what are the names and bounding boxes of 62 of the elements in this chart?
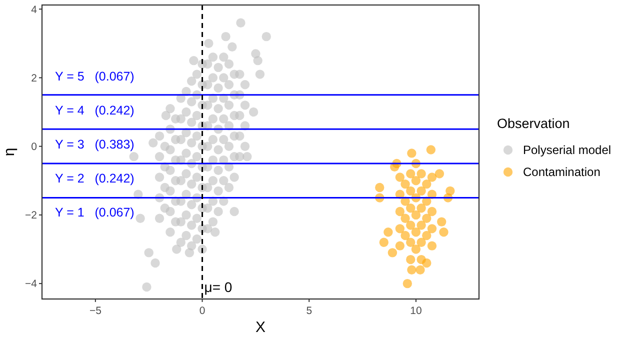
ref-line-label: μ= 0 bbox=[204, 279, 232, 295]
x-tick-label: −5 bbox=[89, 305, 102, 317]
point bbox=[384, 228, 393, 237]
point bbox=[434, 169, 444, 178]
annotation: Y = 2 (0.242) bbox=[55, 171, 134, 186]
annotation: Y = 1 (0.067) bbox=[55, 205, 134, 220]
point bbox=[411, 228, 421, 237]
legend-label: Polyserial model bbox=[523, 143, 612, 158]
point bbox=[402, 278, 412, 288]
point bbox=[406, 169, 416, 178]
point bbox=[426, 145, 436, 154]
point bbox=[388, 248, 398, 258]
point bbox=[411, 176, 421, 186]
point bbox=[416, 265, 425, 274]
annotation: Y = 5 (0.067) bbox=[55, 69, 134, 84]
point bbox=[379, 238, 389, 247]
point bbox=[427, 224, 437, 234]
x-axis-title: X bbox=[255, 319, 266, 336]
point bbox=[407, 148, 416, 158]
point bbox=[395, 224, 405, 234]
point bbox=[422, 214, 432, 223]
point bbox=[422, 230, 432, 240]
x-tick-label: 0 bbox=[199, 305, 206, 317]
point bbox=[416, 169, 426, 178]
point bbox=[416, 204, 426, 213]
point bbox=[427, 241, 437, 250]
x-tick-label: 10 bbox=[410, 305, 422, 317]
y-axis-title: η bbox=[1, 148, 18, 156]
point bbox=[422, 179, 432, 189]
point bbox=[406, 254, 416, 264]
y-tick-label: −2 bbox=[25, 210, 38, 222]
annotation: Y = 3 (0.383) bbox=[55, 137, 134, 152]
y-tick-label: 2 bbox=[31, 72, 38, 84]
point bbox=[400, 179, 410, 189]
point bbox=[411, 244, 421, 254]
point bbox=[406, 238, 416, 247]
y-tick-label: 4 bbox=[31, 4, 38, 16]
point bbox=[395, 172, 405, 182]
point bbox=[400, 230, 410, 240]
legend-title: Observation bbox=[497, 116, 570, 131]
y-tick-label: 0 bbox=[31, 141, 38, 154]
legend-label: Contamination bbox=[523, 165, 600, 180]
point bbox=[416, 186, 426, 196]
point bbox=[437, 217, 446, 226]
y-tick-label: −4 bbox=[25, 278, 38, 290]
point bbox=[375, 182, 384, 192]
point bbox=[422, 258, 432, 268]
point bbox=[406, 220, 416, 230]
point bbox=[395, 206, 405, 216]
point bbox=[406, 204, 416, 213]
point bbox=[427, 172, 437, 182]
point bbox=[416, 220, 426, 230]
point bbox=[411, 210, 421, 220]
annotation: Y = 4 (0.242) bbox=[55, 103, 134, 118]
point bbox=[439, 228, 448, 237]
point bbox=[407, 265, 416, 274]
point bbox=[400, 214, 410, 223]
point bbox=[395, 241, 405, 250]
point bbox=[427, 206, 437, 216]
point bbox=[416, 238, 426, 247]
point bbox=[406, 186, 416, 196]
x-tick-label: 5 bbox=[306, 305, 312, 317]
